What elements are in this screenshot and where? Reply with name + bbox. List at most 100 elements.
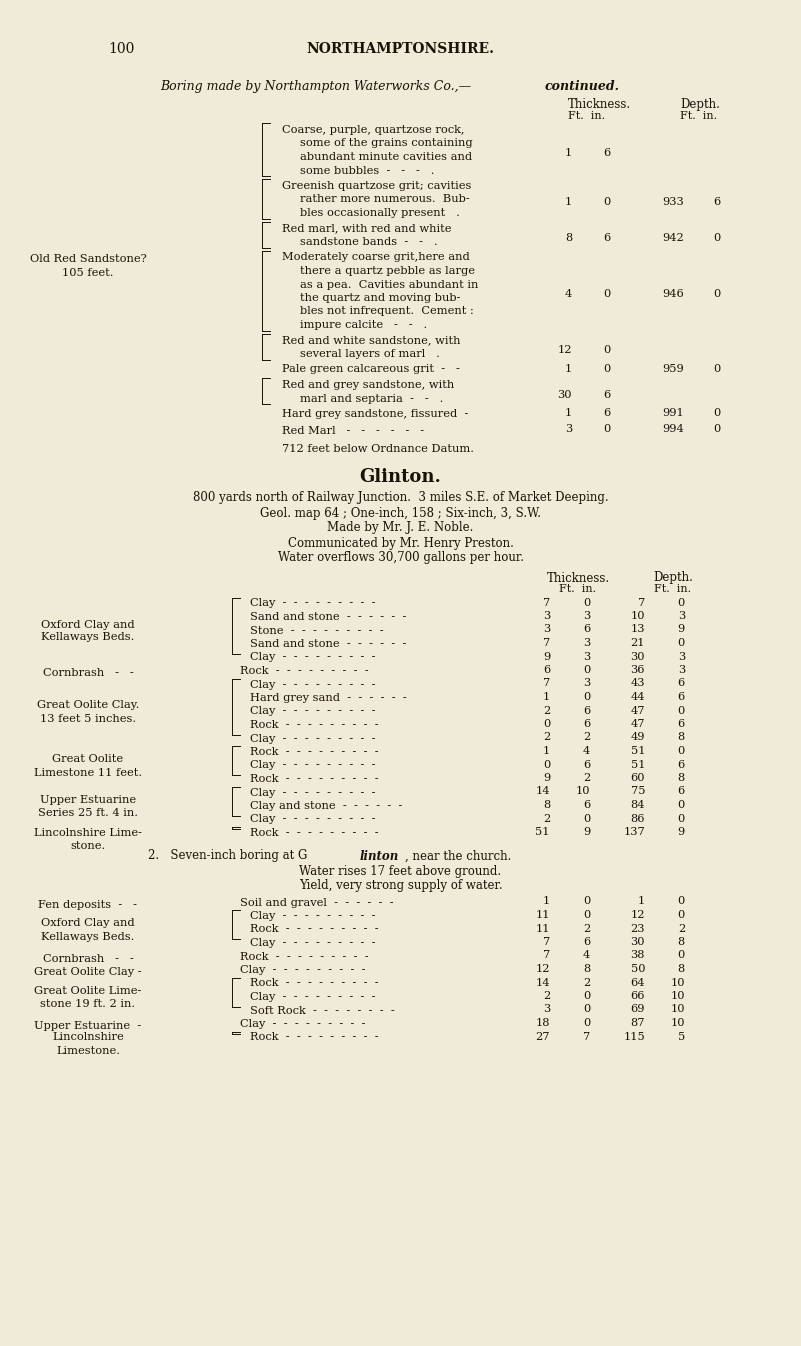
Text: 6: 6 xyxy=(602,389,610,400)
Text: 6: 6 xyxy=(678,678,685,689)
Text: 7: 7 xyxy=(638,598,645,607)
Text: 933: 933 xyxy=(662,198,684,207)
Text: 6: 6 xyxy=(543,665,550,674)
Text: Limestone 11 feet.: Limestone 11 feet. xyxy=(34,767,142,778)
Text: 2: 2 xyxy=(543,991,550,1001)
Text: 49: 49 xyxy=(630,732,645,743)
Text: 6: 6 xyxy=(678,759,685,770)
Text: 0: 0 xyxy=(583,991,590,1001)
Text: 86: 86 xyxy=(630,813,645,824)
Text: Lincolnshire: Lincolnshire xyxy=(52,1032,124,1043)
Text: 3: 3 xyxy=(678,651,685,661)
Text: Clay  -  -  -  -  -  -  -  -  -: Clay - - - - - - - - - xyxy=(250,653,376,662)
Text: 1: 1 xyxy=(638,896,645,906)
Text: 0: 0 xyxy=(583,896,590,906)
Text: 47: 47 xyxy=(630,719,645,730)
Text: 36: 36 xyxy=(630,665,645,674)
Text: 30: 30 xyxy=(630,651,645,661)
Text: Oxford Clay and: Oxford Clay and xyxy=(41,619,135,630)
Text: 0: 0 xyxy=(713,363,720,373)
Text: 14: 14 xyxy=(536,977,550,988)
Text: 50: 50 xyxy=(630,964,645,975)
Text: stone.: stone. xyxy=(70,841,106,851)
Text: 51: 51 xyxy=(536,826,550,837)
Text: 0: 0 xyxy=(583,598,590,607)
Text: 47: 47 xyxy=(630,705,645,716)
Text: 5: 5 xyxy=(678,1031,685,1042)
Text: 64: 64 xyxy=(630,977,645,988)
Text: 0: 0 xyxy=(678,950,685,961)
Text: Lincolnshire Lime-: Lincolnshire Lime- xyxy=(34,828,142,839)
Text: the quartz and moving bub-: the quartz and moving bub- xyxy=(300,293,461,303)
Text: 3: 3 xyxy=(583,611,590,621)
Text: Great Oolite: Great Oolite xyxy=(52,755,123,765)
Text: Clay  -  -  -  -  -  -  -  -  -: Clay - - - - - - - - - xyxy=(250,599,376,608)
Text: 2: 2 xyxy=(543,705,550,716)
Text: Oxford Clay and: Oxford Clay and xyxy=(41,918,135,929)
Text: 69: 69 xyxy=(630,1004,645,1015)
Text: Series 25 ft. 4 in.: Series 25 ft. 4 in. xyxy=(38,808,138,818)
Text: 0: 0 xyxy=(678,746,685,756)
Text: 51: 51 xyxy=(630,759,645,770)
Text: Rock  -  -  -  -  -  -  -  -  -: Rock - - - - - - - - - xyxy=(250,1032,379,1043)
Text: Rock  -  -  -  -  -  -  -  -  -: Rock - - - - - - - - - xyxy=(250,747,379,756)
Text: Communicated by Mr. Henry Preston.: Communicated by Mr. Henry Preston. xyxy=(288,537,513,549)
Text: Clay  -  -  -  -  -  -  -  -  -: Clay - - - - - - - - - xyxy=(250,787,376,797)
Text: Soft Rock  -  -  -  -  -  -  -  -: Soft Rock - - - - - - - - xyxy=(250,1005,395,1015)
Text: impure calcite   -   -   .: impure calcite - - . xyxy=(300,320,427,330)
Text: 8: 8 xyxy=(678,937,685,948)
Text: Clay  -  -  -  -  -  -  -  -  -: Clay - - - - - - - - - xyxy=(240,965,365,975)
Text: Geol. map 64 ; One-inch, 158 ; Six-inch, 3, S.W.: Geol. map 64 ; One-inch, 158 ; Six-inch,… xyxy=(260,506,541,520)
Text: Old Red Sandstone?: Old Red Sandstone? xyxy=(30,253,147,264)
Text: several layers of marl   .: several layers of marl . xyxy=(300,349,440,359)
Text: Ft.  in.: Ft. in. xyxy=(559,584,597,595)
Text: 7: 7 xyxy=(543,950,550,961)
Text: Clay  -  -  -  -  -  -  -  -  -: Clay - - - - - - - - - xyxy=(250,734,376,743)
Text: Great Oolite Lime-: Great Oolite Lime- xyxy=(34,987,142,996)
Text: 0: 0 xyxy=(583,665,590,674)
Text: 0: 0 xyxy=(583,910,590,921)
Text: 10: 10 xyxy=(670,1018,685,1028)
Text: 2: 2 xyxy=(583,732,590,743)
Text: Rock  -  -  -  -  -  -  -  -  -: Rock - - - - - - - - - xyxy=(250,720,379,730)
Text: abundant minute cavities and: abundant minute cavities and xyxy=(300,152,472,162)
Text: 105 feet.: 105 feet. xyxy=(62,268,114,277)
Text: 3: 3 xyxy=(583,678,590,689)
Text: 12: 12 xyxy=(536,964,550,975)
Text: Greenish quartzose grit; cavities: Greenish quartzose grit; cavities xyxy=(282,180,471,191)
Text: 0: 0 xyxy=(678,813,685,824)
Text: 0: 0 xyxy=(713,233,720,244)
Text: 7: 7 xyxy=(543,937,550,948)
Text: 6: 6 xyxy=(583,705,590,716)
Text: Soil and gravel  -  -  -  -  -  -: Soil and gravel - - - - - - xyxy=(240,898,393,907)
Text: 3: 3 xyxy=(583,638,590,647)
Text: 14: 14 xyxy=(536,786,550,797)
Text: 0: 0 xyxy=(543,719,550,730)
Text: 7: 7 xyxy=(543,638,550,647)
Text: 4: 4 xyxy=(583,746,590,756)
Text: 60: 60 xyxy=(630,773,645,783)
Text: 0: 0 xyxy=(602,289,610,299)
Text: 0: 0 xyxy=(678,638,685,647)
Text: 11: 11 xyxy=(536,910,550,921)
Text: 30: 30 xyxy=(557,389,572,400)
Text: as a pea.  Cavities abundant in: as a pea. Cavities abundant in xyxy=(300,280,478,289)
Text: Coarse, purple, quartzose rock,: Coarse, purple, quartzose rock, xyxy=(282,125,465,135)
Text: bles occasionally present   .: bles occasionally present . xyxy=(300,209,460,218)
Text: 6: 6 xyxy=(583,719,590,730)
Text: 8: 8 xyxy=(543,800,550,810)
Text: Clay and stone  -  -  -  -  -  -: Clay and stone - - - - - - xyxy=(250,801,402,812)
Text: Kellaways Beds.: Kellaways Beds. xyxy=(42,633,135,642)
Text: Depth.: Depth. xyxy=(653,572,693,584)
Text: NORTHAMPTONSHIRE.: NORTHAMPTONSHIRE. xyxy=(307,42,494,57)
Text: Red marl, with red and white: Red marl, with red and white xyxy=(282,223,452,233)
Text: Sand and stone  -  -  -  -  -  -: Sand and stone - - - - - - xyxy=(250,612,406,622)
Text: Rock  -  -  -  -  -  -  -  -  -: Rock - - - - - - - - - xyxy=(250,774,379,783)
Text: 8: 8 xyxy=(678,773,685,783)
Text: Moderately coarse grit,here and: Moderately coarse grit,here and xyxy=(282,253,469,262)
Text: stone 19 ft. 2 in.: stone 19 ft. 2 in. xyxy=(40,999,135,1010)
Text: 8: 8 xyxy=(583,964,590,975)
Text: 66: 66 xyxy=(630,991,645,1001)
Text: Ft.  in.: Ft. in. xyxy=(654,584,691,595)
Text: Clay  -  -  -  -  -  -  -  -  -: Clay - - - - - - - - - xyxy=(240,1019,365,1028)
